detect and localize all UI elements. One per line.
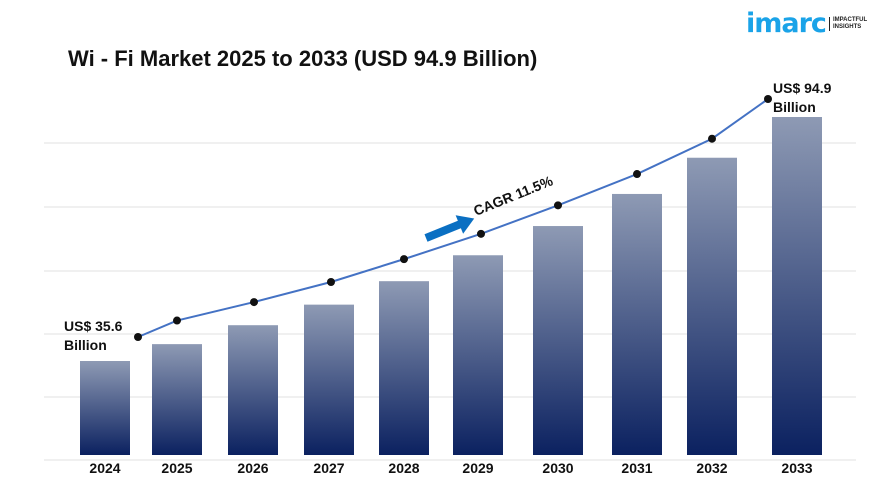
line-point-2024 [134, 333, 142, 341]
end-value-label: US$ 94.9 [773, 80, 832, 96]
bar-2033 [772, 117, 822, 455]
bar-2024 [80, 361, 130, 455]
line-point-2027 [327, 278, 335, 287]
start-value-unit: Billion [64, 337, 107, 353]
bar-2030 [533, 226, 583, 455]
logo-tagline: IMPACTFUL INSIGHTS [828, 16, 867, 31]
trend-line [137, 98, 769, 338]
x-tick-label: 2027 [313, 460, 344, 476]
line-point-2030 [554, 201, 562, 210]
x-tick-label: 2033 [781, 460, 812, 476]
logo-word: imarc [746, 8, 827, 39]
line-point-2028 [400, 255, 408, 264]
x-tick-label: 2025 [161, 460, 192, 476]
bar-2028 [379, 281, 429, 455]
cagr-arrow [424, 215, 475, 242]
x-tick-label: 2032 [696, 460, 727, 476]
x-tick-label: 2031 [621, 460, 652, 476]
imarc-logo: imarc IMPACTFUL INSIGHTS [746, 8, 867, 39]
bar-2032 [687, 157, 737, 456]
line-point-2033 [764, 95, 772, 103]
x-tick-label: 2026 [237, 460, 268, 476]
bar-2025 [152, 344, 202, 455]
x-tick-label: 2028 [388, 460, 419, 476]
line-point-2029 [477, 229, 485, 238]
bar-2027 [304, 304, 354, 455]
x-tick-label: 2029 [462, 460, 493, 476]
chart-title: Wi - Fi Market 2025 to 2033 (USD 94.9 Bi… [68, 46, 538, 71]
x-tick-label: 2024 [89, 460, 120, 476]
line-point-2026 [250, 298, 258, 307]
line-point-2032 [708, 134, 716, 143]
start-value-label: US$ 35.6 [64, 318, 123, 334]
bar-2031 [612, 193, 662, 456]
line-point-2025 [173, 316, 181, 325]
bar-2029 [453, 255, 503, 455]
line-point-2031 [633, 170, 641, 179]
bar-2026 [228, 325, 278, 455]
x-tick-label: 2030 [542, 460, 573, 476]
end-value-unit: Billion [773, 99, 816, 115]
